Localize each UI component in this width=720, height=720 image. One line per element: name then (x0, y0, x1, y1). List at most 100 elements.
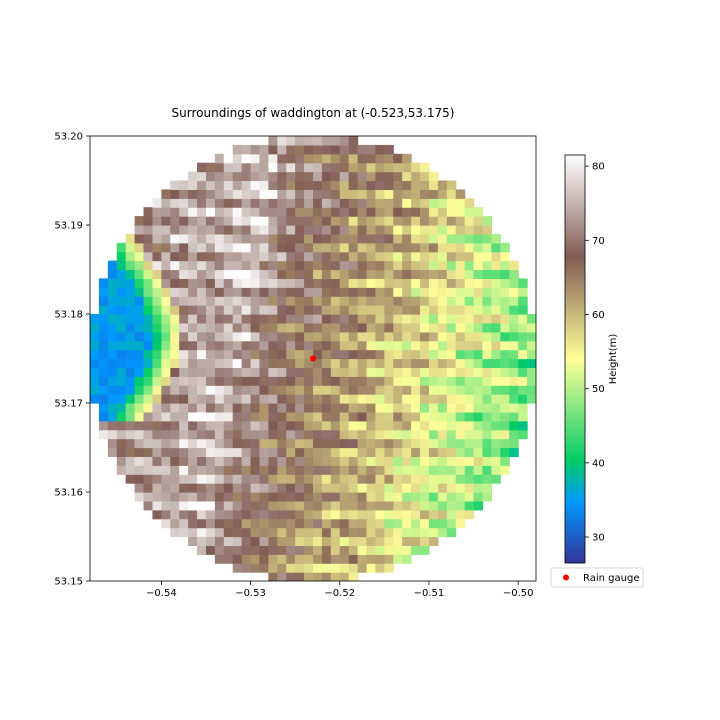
heatmap-cell (268, 171, 278, 182)
heatmap-cell (134, 385, 145, 395)
heatmap-cell (464, 358, 475, 368)
heatmap-cell (161, 465, 171, 475)
heatmap-cell (161, 269, 171, 279)
heatmap-cell (268, 563, 278, 573)
heatmap-cell (330, 144, 341, 155)
heatmap-cell (188, 296, 198, 306)
heatmap-cell (366, 358, 377, 368)
heatmap-cell (179, 189, 189, 199)
heatmap-cell (313, 180, 323, 190)
heatmap-cell (330, 322, 341, 333)
heatmap-cell (179, 296, 189, 306)
heatmap-cell (348, 349, 359, 360)
heatmap-cell (491, 331, 501, 342)
heatmap-cell (393, 180, 403, 190)
heatmap-cell (197, 287, 207, 297)
heatmap-cell (321, 296, 332, 306)
heatmap-cell (455, 474, 466, 484)
heatmap-cell (134, 331, 145, 342)
heatmap-cell (223, 198, 234, 208)
heatmap-cell (455, 367, 466, 377)
heatmap-cell (518, 358, 528, 368)
heatmap-cell (143, 492, 154, 502)
heatmap-cell (277, 376, 287, 386)
heatmap-cell (348, 394, 359, 404)
heatmap-cell (286, 207, 296, 217)
heatmap-cell (518, 287, 528, 297)
heatmap-cell (295, 403, 305, 413)
heatmap-cell (330, 340, 341, 351)
heatmap-cell (205, 411, 216, 422)
heatmap-cell (170, 242, 180, 253)
heatmap-cell (482, 465, 492, 475)
heatmap-cell (188, 314, 198, 324)
heatmap-cell (357, 438, 368, 449)
heatmap-cell (170, 509, 180, 520)
heatmap-cell (143, 358, 154, 368)
heatmap-cell (428, 233, 439, 244)
heatmap-cell (313, 189, 323, 199)
heatmap-cell (161, 474, 171, 484)
heatmap-cell (375, 509, 385, 520)
heatmap-cell (134, 447, 145, 457)
heatmap-cell (223, 509, 234, 520)
heatmap-cell (393, 207, 403, 217)
heatmap-cell (366, 251, 377, 262)
heatmap-cell (313, 376, 323, 386)
heatmap-cell (339, 438, 350, 449)
heatmap-cell (473, 340, 484, 351)
heatmap-cell (295, 349, 305, 360)
heatmap-cell (330, 447, 341, 457)
heatmap-cell (295, 269, 305, 279)
heatmap-cell (295, 394, 305, 404)
heatmap-cell (384, 518, 394, 529)
heatmap-cell (259, 278, 269, 288)
heatmap-cell (259, 394, 269, 404)
heatmap-cell (375, 358, 385, 368)
heatmap-cell (446, 260, 457, 271)
heatmap-cell (295, 162, 305, 173)
heatmap-cell (161, 385, 171, 395)
heatmap-cell (313, 456, 323, 466)
heatmap-cell (295, 536, 305, 546)
heatmap-cell (170, 278, 180, 288)
heatmap-cell (152, 411, 162, 422)
heatmap-cell (446, 349, 457, 360)
heatmap-cell (188, 403, 198, 413)
heatmap-cell (268, 518, 278, 529)
heatmap-cell (375, 447, 385, 457)
heatmap-cell (250, 483, 261, 493)
heatmap-cell (152, 278, 162, 288)
heatmap-cell (259, 251, 269, 262)
heatmap-cell (500, 314, 510, 324)
heatmap-cell (339, 189, 350, 199)
heatmap-cell (134, 225, 145, 235)
heatmap-cell (313, 296, 323, 306)
heatmap-cell (402, 456, 412, 466)
heatmap-cell (295, 465, 305, 475)
heatmap-cell (446, 492, 457, 502)
heatmap-cell (179, 527, 189, 538)
heatmap-cell (366, 367, 377, 377)
heatmap-cell (384, 394, 394, 404)
heatmap-cell (259, 483, 269, 493)
heatmap-cell (259, 358, 269, 368)
heatmap-cell (339, 331, 350, 342)
heatmap-cell (304, 153, 314, 164)
heatmap-cell (241, 233, 252, 244)
heatmap-cell (134, 429, 145, 440)
heatmap-cell (304, 207, 314, 217)
heatmap-cell (411, 429, 421, 440)
heatmap-cell (428, 340, 439, 351)
heatmap-cell (259, 420, 269, 431)
heatmap-cell (241, 207, 252, 217)
heatmap-cell (321, 358, 332, 368)
heatmap-cell (188, 305, 198, 315)
heatmap-cell (223, 500, 234, 511)
heatmap-cell (268, 314, 278, 324)
x-tick-label: −0.53 (235, 588, 266, 599)
heatmap-cell (134, 465, 145, 475)
heatmap-cell (411, 251, 421, 262)
heatmap-cell (321, 563, 332, 573)
heatmap-cell (152, 340, 162, 351)
